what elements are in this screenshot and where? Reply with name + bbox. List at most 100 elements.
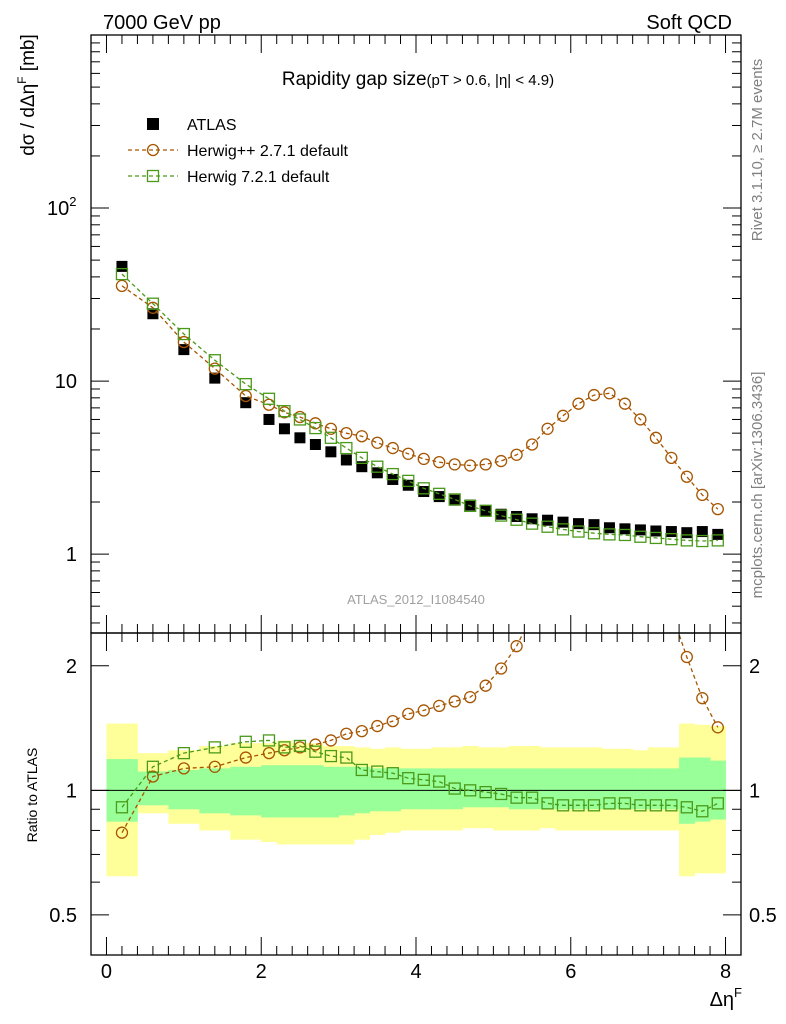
ratio-point bbox=[556, 799, 570, 812]
ratio-point bbox=[262, 746, 276, 760]
data-point bbox=[634, 530, 647, 543]
data-point bbox=[618, 528, 632, 542]
x-tick-label: 2 bbox=[256, 961, 267, 983]
header-left: 7000 GeV pp bbox=[103, 12, 221, 34]
data-point bbox=[681, 527, 693, 539]
ratio-point bbox=[208, 760, 221, 773]
x-tick-label: 6 bbox=[565, 961, 576, 983]
data-point bbox=[464, 459, 477, 472]
band-green bbox=[199, 768, 231, 814]
band-green bbox=[508, 768, 525, 810]
ratio-point bbox=[510, 791, 523, 804]
rivet-label: Rivet 3.1.10, ≥ 2.7M events bbox=[749, 59, 766, 242]
legend-herwigpp-label: Herwig++ 2.7.1 default bbox=[187, 143, 349, 160]
ratio-point bbox=[479, 785, 492, 799]
ratio-point bbox=[696, 692, 709, 705]
ratio-point bbox=[618, 797, 632, 810]
data-point bbox=[680, 470, 693, 483]
ratio-point bbox=[208, 741, 221, 754]
data-point bbox=[355, 430, 368, 443]
ratio-y-ticks: 0.5 0.5 1 1 2 2 bbox=[49, 656, 777, 956]
data-point bbox=[665, 526, 677, 538]
band-green bbox=[431, 768, 448, 810]
title-main: Rapidity gap size bbox=[282, 69, 427, 90]
ratio-point bbox=[510, 640, 523, 653]
data-point bbox=[402, 474, 415, 488]
ratio-point bbox=[417, 773, 430, 787]
ratio-point bbox=[278, 741, 291, 754]
data-point bbox=[278, 423, 290, 435]
ratio-series-herwigpp bbox=[115, 463, 724, 839]
data-point bbox=[510, 513, 523, 526]
mcplots-label: mcplots.cern.ch [arXiv:1306.3436] bbox=[749, 372, 766, 599]
ratio-point bbox=[680, 801, 693, 814]
data-point bbox=[177, 327, 191, 341]
data-point bbox=[680, 534, 693, 547]
ratio-y-tick-label: 2 bbox=[66, 656, 77, 678]
x-tick-label: 4 bbox=[410, 961, 421, 983]
data-point bbox=[573, 518, 584, 530]
legend-herwig7-marker bbox=[146, 169, 160, 183]
ratio-point bbox=[239, 735, 252, 748]
ratio-point bbox=[324, 734, 338, 747]
ratio-point bbox=[386, 714, 399, 728]
data-point bbox=[309, 438, 321, 450]
ratio-point bbox=[115, 801, 129, 814]
data-point bbox=[324, 422, 338, 435]
y-tick-label-10: 10 bbox=[55, 371, 77, 393]
ratio-point bbox=[239, 751, 252, 764]
data-point bbox=[386, 441, 399, 455]
ratio-point bbox=[558, 531, 569, 542]
ylabel-unit: [mb] bbox=[18, 34, 39, 76]
x-ticks: 0 2 4 6 8 bbox=[101, 35, 731, 983]
data-point bbox=[711, 534, 724, 547]
ratio-series-herwig7 bbox=[115, 734, 724, 818]
data-point bbox=[239, 377, 252, 391]
y-tick-label-100-base: 10 bbox=[47, 198, 69, 220]
ratio-point bbox=[603, 797, 616, 810]
xlabel-sup: F bbox=[734, 985, 742, 1000]
band-green bbox=[292, 765, 309, 818]
y-tick-label-1: 1 bbox=[66, 544, 77, 566]
data-point bbox=[371, 460, 384, 473]
band-green bbox=[632, 768, 649, 810]
ratio-point bbox=[479, 679, 492, 692]
data-point bbox=[116, 260, 128, 272]
legend-atlas-label: ATLAS bbox=[187, 117, 237, 134]
data-point bbox=[448, 493, 461, 506]
ratio-point bbox=[386, 767, 399, 780]
legend-herwigpp-marker bbox=[146, 143, 160, 157]
data-point bbox=[433, 455, 446, 469]
data-point bbox=[603, 522, 615, 534]
ylabel-text: dσ / dΔη bbox=[18, 84, 39, 156]
x-tick-label: 8 bbox=[720, 961, 731, 983]
data-point bbox=[433, 491, 445, 503]
data-point bbox=[696, 526, 708, 538]
data-point bbox=[340, 454, 352, 466]
data-point bbox=[542, 514, 554, 526]
ratio-point bbox=[527, 610, 538, 621]
y-tick-label-100-exp: 2 bbox=[69, 194, 76, 209]
data-point bbox=[525, 438, 539, 451]
data-point bbox=[556, 409, 570, 422]
ratio-point bbox=[604, 463, 615, 474]
ratio-point bbox=[448, 695, 461, 708]
data-point bbox=[355, 451, 368, 464]
data-point bbox=[665, 533, 678, 546]
data-point bbox=[618, 397, 632, 410]
data-point bbox=[324, 431, 338, 444]
data-point bbox=[494, 509, 508, 522]
data-point bbox=[479, 504, 492, 517]
band-green bbox=[323, 766, 340, 818]
data-point bbox=[402, 447, 415, 460]
ratio-point bbox=[417, 704, 430, 717]
data-point bbox=[433, 487, 446, 500]
data-point bbox=[371, 436, 384, 449]
data-point bbox=[510, 448, 523, 461]
ratio-point bbox=[355, 725, 368, 738]
ratio-point bbox=[494, 662, 508, 675]
y-axis-title: dσ / dΔηF [mb] bbox=[15, 34, 39, 156]
data-point bbox=[209, 372, 221, 384]
data-point bbox=[293, 413, 307, 426]
